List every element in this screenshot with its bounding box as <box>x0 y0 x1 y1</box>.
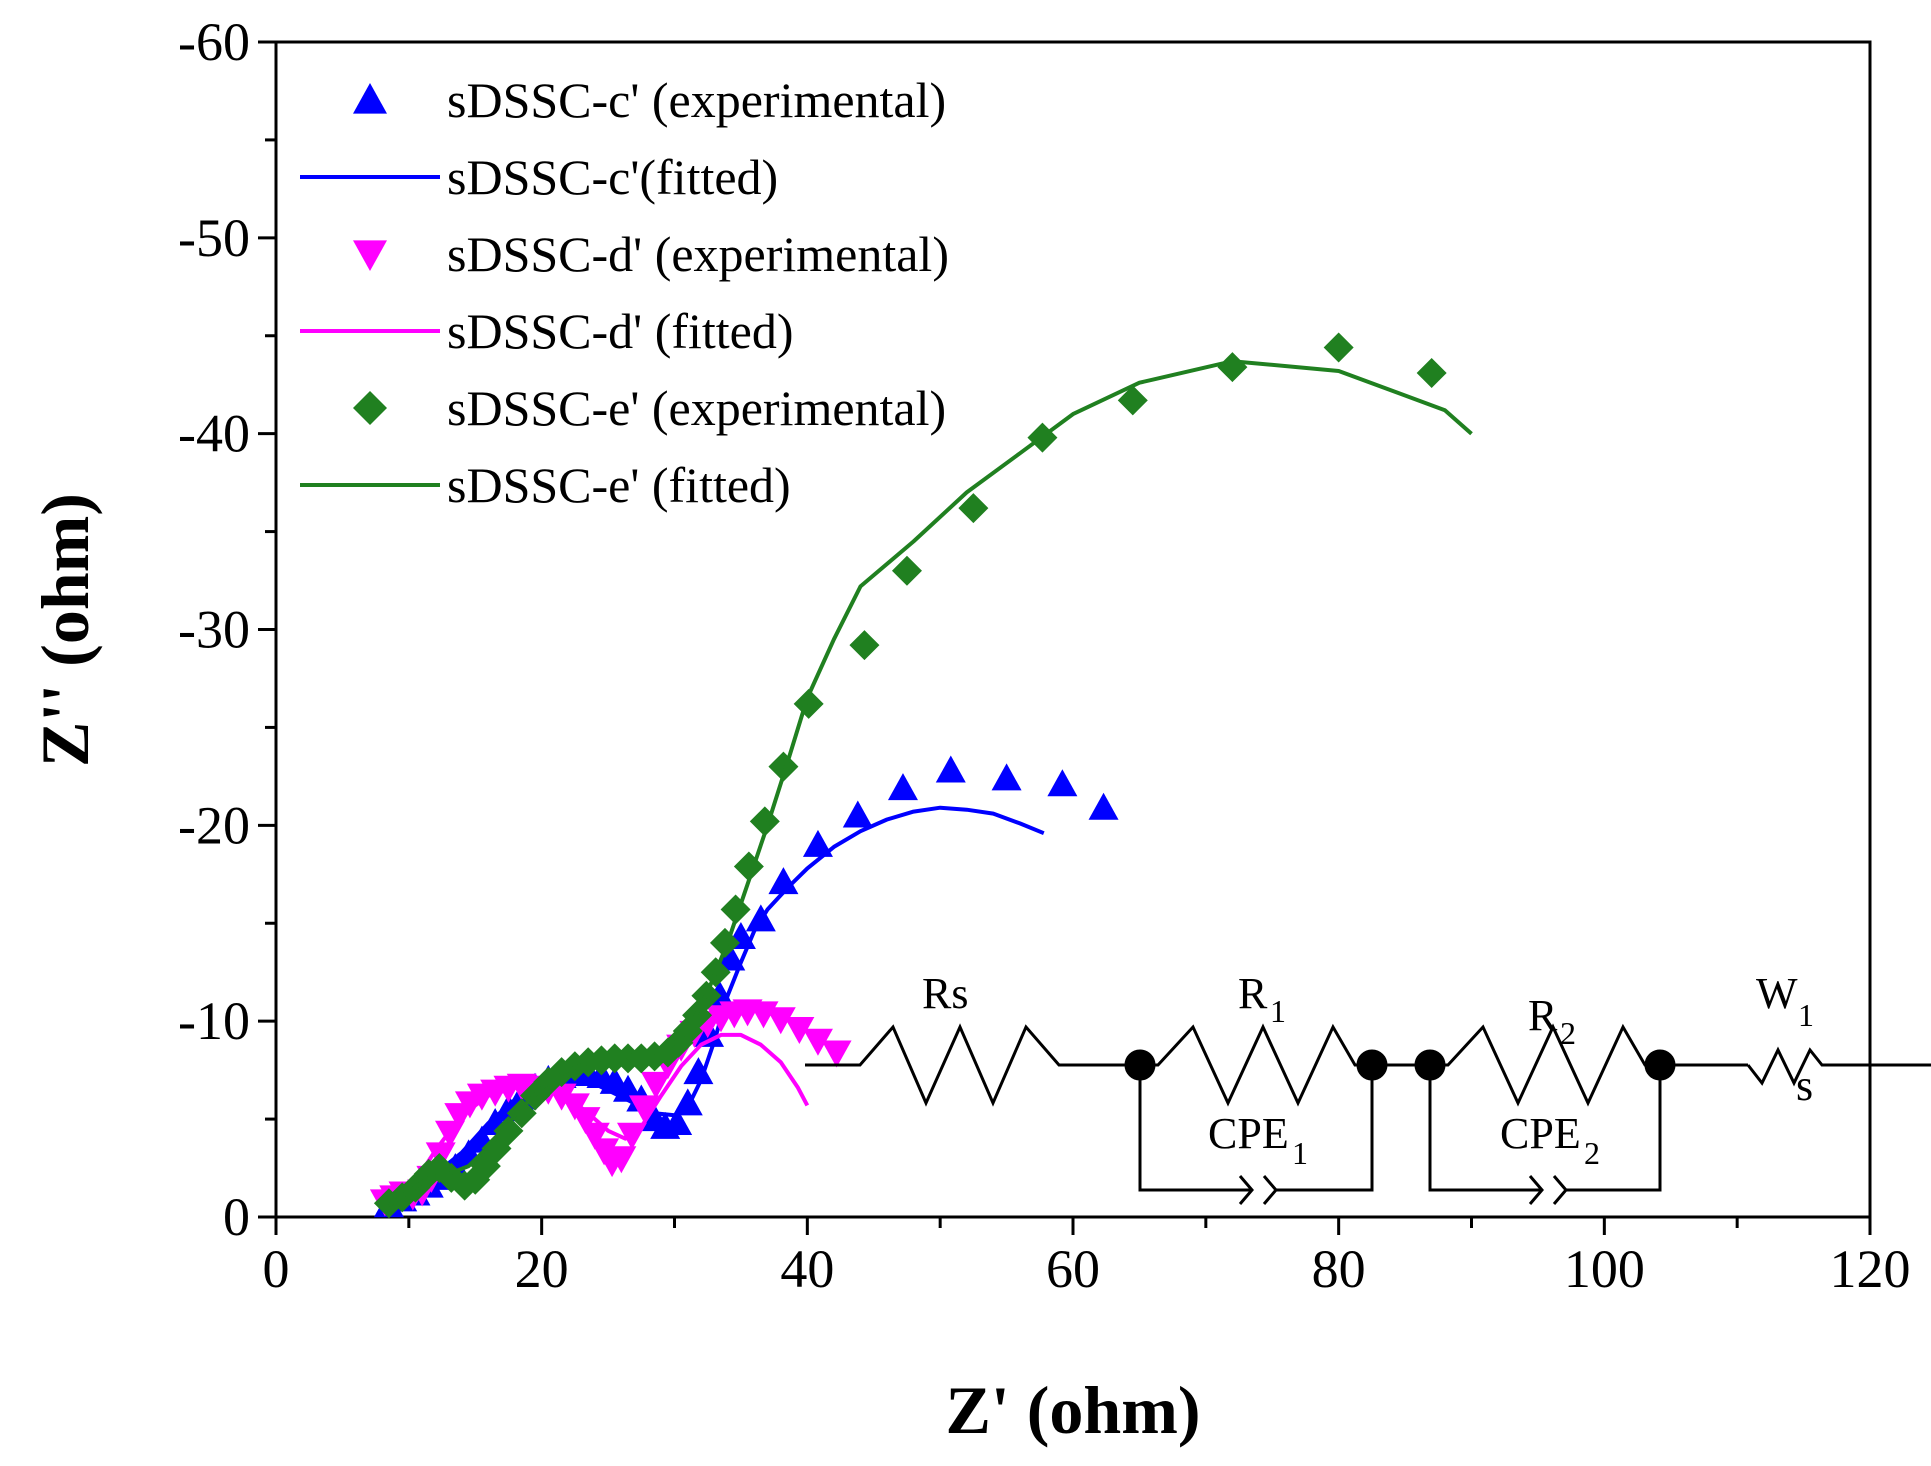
data-point <box>662 1108 693 1135</box>
circuit-cpe2-symbol-b <box>1552 1175 1568 1205</box>
x-tick-label: 80 <box>1312 1239 1366 1299</box>
y-axis-title: Z'' (ohm) <box>27 493 103 767</box>
legend: sDSSC-c' (experimental) sDSSC-c'(fitted) s… <box>300 72 949 513</box>
y-tick-label: -10 <box>178 991 250 1051</box>
data-point <box>570 1107 601 1135</box>
legend-label: sDSSC-d' (fitted) <box>447 303 794 359</box>
y-tick-label: -50 <box>178 208 250 268</box>
y-tick-label: -30 <box>178 600 250 660</box>
data-point <box>887 773 918 801</box>
circuit-node <box>1124 1049 1156 1081</box>
data-point <box>715 943 746 971</box>
data-point <box>821 1040 852 1068</box>
fitted-curve <box>387 359 1473 1207</box>
data-point <box>849 630 880 661</box>
fitted-curve <box>387 805 1045 1209</box>
circuit-label-r1-sub: 1 <box>1270 993 1286 1029</box>
x-axis: 0 20 40 60 80 100 120 <box>263 1217 1911 1299</box>
circuit-label-cpe1: CPE <box>1208 1109 1289 1158</box>
x-tick-label: 120 <box>1830 1239 1911 1299</box>
circuit-cpe1-branch-b <box>1276 1065 1374 1192</box>
data-point <box>765 1007 796 1035</box>
circuit-cpe2-symbol <box>1528 1175 1544 1205</box>
circuit-label-cpe1-sub: 1 <box>1292 1135 1308 1171</box>
x-tick-label: 20 <box>515 1239 569 1299</box>
data-point <box>683 1057 714 1085</box>
data-point <box>1416 357 1447 388</box>
legend-marker-swatch <box>353 391 387 425</box>
data-point <box>958 493 989 524</box>
data-point <box>628 1095 659 1123</box>
x-tick-label: 0 <box>263 1239 290 1299</box>
data-point <box>559 1093 590 1121</box>
series-layer <box>369 332 1473 1219</box>
data-point <box>768 867 799 895</box>
legend-label: sDSSC-e' (experimental) <box>447 380 946 436</box>
series-sdssc-e-fitted- <box>387 359 1473 1207</box>
data-point <box>1217 352 1248 383</box>
circuit-label-ws: s <box>1796 1061 1813 1110</box>
x-tick-label: 60 <box>1046 1239 1100 1299</box>
circuit-wire-main <box>805 1023 1140 1107</box>
data-point <box>1047 769 1078 797</box>
circuit-label-rs: Rs <box>922 969 968 1018</box>
y-tick-label: -60 <box>178 12 250 72</box>
circuit-cpe1-symbol <box>1238 1175 1254 1205</box>
data-point <box>606 1146 637 1174</box>
equivalent-circuit-inset <box>805 1023 1931 1205</box>
circuit-labels: Rs R 1 R 2 W 1 s CPE 1 CPE 2 <box>922 969 1814 1171</box>
y-axis: 0 -10 -20 -30 -40 -50 -60 <box>178 12 276 1247</box>
circuit-node <box>1356 1049 1388 1081</box>
circuit-label-r1: R <box>1238 969 1268 1018</box>
data-point <box>802 829 833 857</box>
circuit-label-r2-sub: 2 <box>1560 1015 1576 1051</box>
series-sdssc-d-fitted- <box>383 1032 810 1208</box>
circuit-r2 <box>1430 1023 1660 1107</box>
data-point <box>1117 385 1148 416</box>
data-point <box>891 555 922 586</box>
circuit-cpe1-symbol-b <box>1262 1175 1278 1205</box>
y-tick-label: 0 <box>223 1187 250 1247</box>
data-point <box>709 927 740 958</box>
circuit-label-cpe2-sub: 2 <box>1584 1135 1600 1171</box>
circuit-label-cpe2: CPE <box>1500 1109 1581 1158</box>
x-tick-label: 100 <box>1564 1239 1645 1299</box>
x-tick-label: 40 <box>780 1239 834 1299</box>
circuit-node <box>1644 1049 1676 1081</box>
data-point <box>991 763 1022 791</box>
legend-marker-swatch <box>353 83 387 114</box>
data-point <box>935 755 966 783</box>
data-point <box>493 1115 524 1146</box>
data-point <box>784 1017 815 1044</box>
legend-marker-swatch <box>353 240 387 271</box>
circuit-node <box>1414 1049 1446 1081</box>
data-point <box>1088 792 1119 820</box>
circuit-cpe2-branch <box>1428 1065 1540 1192</box>
data-point <box>768 751 799 782</box>
circuit-label-r2: R <box>1528 991 1558 1040</box>
data-point <box>672 1088 703 1116</box>
circuit-cpe2-branch-b <box>1566 1065 1662 1192</box>
legend-label: sDSSC-d' (experimental) <box>447 226 949 282</box>
fitted-curve <box>383 1032 810 1208</box>
y-tick-label: -40 <box>178 404 250 464</box>
circuit-r1 <box>1140 1023 1372 1107</box>
data-point <box>579 1122 610 1150</box>
legend-label: sDSSC-e' (fitted) <box>447 457 791 513</box>
data-point <box>842 800 873 828</box>
circuit-label-w1: W <box>1756 969 1798 1018</box>
data-point <box>1323 332 1354 363</box>
circuit-label-w1-sub: 1 <box>1798 997 1814 1033</box>
legend-label: sDSSC-c'(fitted) <box>447 149 778 205</box>
data-point <box>802 1028 833 1056</box>
data-point <box>640 1071 671 1099</box>
data-point <box>506 1098 537 1129</box>
circuit-cpe1-branch <box>1138 1065 1250 1192</box>
x-axis-title: Z' (ohm) <box>946 1372 1201 1448</box>
circuit-warburg <box>1746 1046 1931 1087</box>
legend-label: sDSSC-c' (experimental) <box>447 72 946 128</box>
series-sdssc-c-fitted- <box>387 805 1045 1209</box>
y-tick-label: -20 <box>178 795 250 855</box>
